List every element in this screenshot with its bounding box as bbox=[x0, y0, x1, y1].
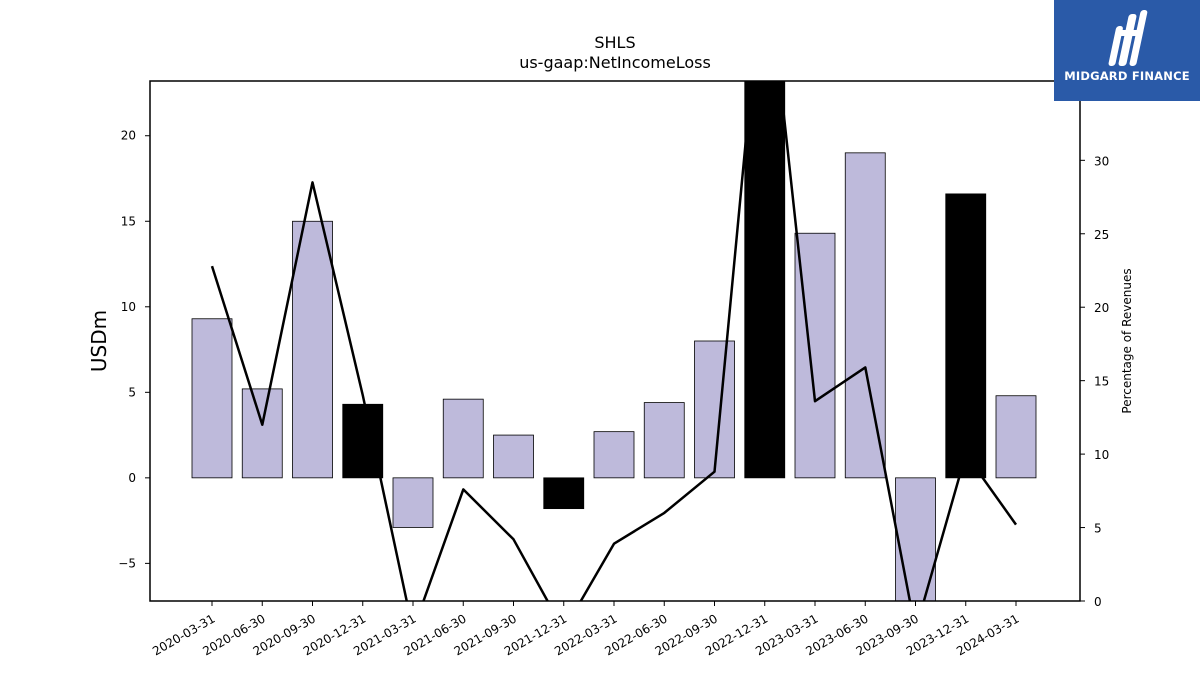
bar-2022-06-30 bbox=[643, 402, 685, 479]
y-axis-label: USDm bbox=[87, 310, 111, 372]
logo-icon bbox=[1108, 10, 1148, 66]
bar-2022-12-31 bbox=[744, 81, 786, 479]
y2-tick-label: 25 bbox=[1094, 228, 1109, 242]
brand-logo: MIDGARD FINANCE bbox=[1054, 0, 1200, 101]
y2-tick-label: 20 bbox=[1094, 301, 1109, 315]
y-tick-label: 5 bbox=[128, 385, 136, 399]
y-tick-label: 15 bbox=[121, 214, 136, 228]
bar-2023-12-31 bbox=[945, 193, 987, 479]
bar-2024-03-31 bbox=[995, 395, 1037, 479]
y2-tick-label: 0 bbox=[1094, 595, 1102, 609]
bar-2021-06-30 bbox=[442, 398, 484, 479]
logo-text: MIDGARD FINANCE bbox=[1064, 69, 1190, 83]
bar-2022-03-31 bbox=[593, 431, 635, 479]
bar-2022-09-30 bbox=[694, 340, 735, 479]
y-tick-label: 20 bbox=[121, 129, 136, 143]
bar-2020-03-31 bbox=[191, 318, 233, 479]
y-tick-label: 10 bbox=[121, 300, 136, 314]
y-tick-label: −5 bbox=[118, 556, 136, 570]
y2-tick-label: 5 bbox=[1094, 522, 1102, 536]
bar-2023-06-30 bbox=[844, 152, 886, 479]
bar-2020-06-30 bbox=[241, 388, 283, 479]
bar-2020-09-30 bbox=[292, 220, 333, 479]
bar-2020-12-31 bbox=[342, 403, 384, 479]
y2-tick-label: 30 bbox=[1094, 154, 1109, 168]
chart-title: SHLS bbox=[594, 33, 635, 52]
y2-tick-label: 10 bbox=[1094, 448, 1109, 462]
bar-2021-12-31 bbox=[543, 477, 585, 510]
bars-group bbox=[191, 81, 1037, 601]
line-group bbox=[210, 81, 1018, 601]
y2-axis-label: Percentage of Revenues bbox=[1120, 268, 1134, 413]
y-tick-label: 0 bbox=[128, 471, 136, 485]
plot-frame bbox=[149, 80, 1081, 602]
bar-2021-09-30 bbox=[493, 434, 534, 479]
y2-tick-label: 15 bbox=[1094, 375, 1109, 389]
chart-subtitle: us-gaap:NetIncomeLoss bbox=[519, 53, 711, 72]
bar-2021-03-31 bbox=[392, 477, 434, 528]
ratio-line bbox=[210, 81, 1018, 601]
